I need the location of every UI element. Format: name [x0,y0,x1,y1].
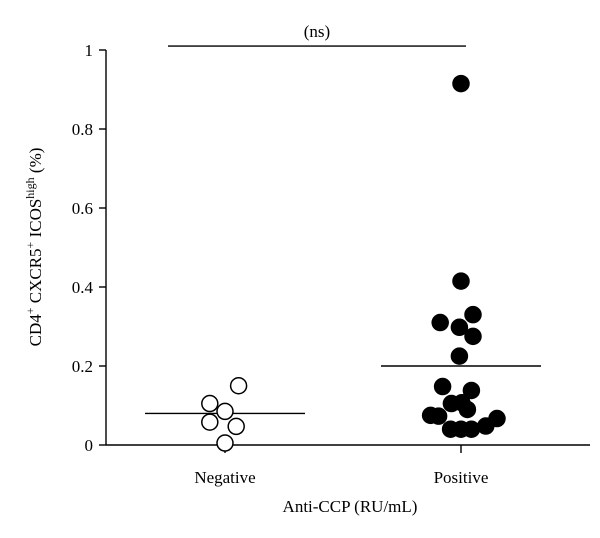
filled-point [464,305,482,324]
filled-point [477,417,495,435]
x-tick-label: Negative [194,468,255,487]
filled-point [462,381,481,400]
open-point [201,413,219,431]
y-axis-title-part: (%) [26,148,45,178]
y-tick-label: 0.4 [72,278,94,297]
filled-point [452,74,470,93]
y-axis-title-superscript: + [23,241,37,248]
x-axis-title: Anti-CCP (RU/mL) [283,497,418,516]
filled-point [450,347,469,365]
y-tick-label: 0 [85,436,94,455]
open-point [201,394,219,413]
y-axis-title: CD4+ CXCR5+ ICOShigh (%) [23,148,45,347]
filled-point [429,407,448,425]
x-tick-label: Positive [434,468,489,487]
open-point [227,417,245,436]
filled-point [462,420,481,438]
y-axis-title-superscript: high [23,177,37,198]
filled-point [450,318,469,337]
series-negative [145,377,305,452]
y-tick-label: 1 [85,41,94,60]
significance-label: (ns) [304,22,330,41]
open-point [216,434,234,452]
y-axis-title-superscript: + [23,307,37,314]
y-tick-label: 0.6 [72,199,93,218]
filled-point [431,313,449,332]
filled-point [464,327,482,346]
series-positive [381,74,541,438]
y-axis-title-part: CXCR5 [26,248,45,307]
filled-point [433,377,452,396]
filled-point [452,272,470,290]
y-axis-title-part: CD4 [26,314,45,347]
plot-area: 0 0.2 0.4 0.6 0.8 1 Negative Positive (ns) [72,22,590,487]
filled-point [458,400,477,419]
y-tick-label: 0.2 [72,357,93,376]
open-point [216,402,234,421]
y-tick-label: 0.8 [72,120,93,139]
open-point [229,377,248,395]
y-axis-title-part: ICOS [26,199,45,242]
